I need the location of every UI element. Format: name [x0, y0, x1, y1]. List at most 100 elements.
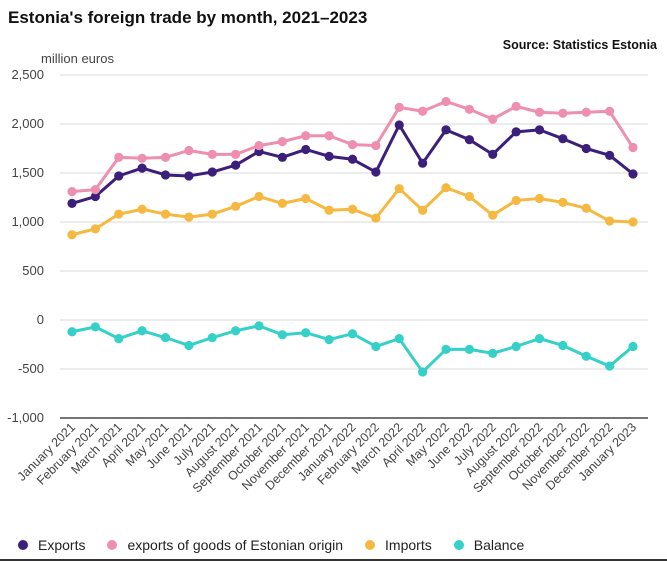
series-points: [67, 96, 638, 377]
data-point: [464, 191, 474, 202]
data-point: [371, 213, 381, 223]
data-point: [137, 204, 147, 214]
data-point: [184, 171, 194, 181]
data-point: [347, 329, 358, 339]
data-point: [441, 96, 451, 107]
data-point: [511, 195, 521, 206]
data-point: [534, 334, 545, 344]
data-point: [184, 340, 194, 351]
data-point: [581, 351, 591, 361]
data-point: [418, 106, 428, 116]
data-point: [231, 201, 241, 211]
data-point: [67, 327, 77, 337]
legend-marker: [453, 540, 464, 550]
data-point: [581, 203, 591, 213]
data-point: [137, 153, 147, 163]
data-point: [231, 160, 241, 170]
data-point: [160, 209, 171, 219]
data-point: [534, 107, 545, 117]
data-point: [488, 114, 498, 124]
data-point: [464, 344, 474, 354]
y-axis-label: million euros: [41, 51, 114, 66]
data-point: [441, 183, 451, 193]
data-point: [114, 209, 124, 219]
data-point: [581, 143, 591, 154]
data-point: [628, 341, 638, 352]
data-point: [371, 341, 381, 352]
data-point: [394, 120, 404, 130]
data-point: [558, 197, 568, 207]
series-line: [70, 123, 635, 205]
data-point: [534, 193, 545, 204]
source-note: Source: Statistics Estonia: [502, 38, 657, 52]
data-point: [628, 142, 638, 153]
data-point: [277, 137, 287, 147]
data-point: [347, 154, 358, 164]
y-tick-label: 0: [37, 312, 44, 327]
y-tick-labels: -1,000 -500 0 500 1,000 1,500 2,000 2,500: [7, 67, 44, 425]
legend-item: Imports: [365, 537, 432, 553]
data-point: [464, 135, 474, 145]
data-point: [394, 184, 404, 194]
data-point: [558, 134, 568, 144]
data-point: [418, 158, 428, 168]
line-chart: million euros -1,000 -500 0 500 1,000 1,500 2,…: [7, 51, 648, 495]
data-point: [347, 139, 358, 150]
y-tick-label: 2,000: [11, 116, 44, 131]
data-point: [67, 198, 77, 208]
data-point: [605, 216, 615, 226]
data-point: [301, 131, 311, 141]
data-point: [301, 328, 311, 338]
data-point: [160, 170, 171, 180]
y-tick-label: 2,500: [11, 67, 44, 82]
y-tick-label: -500: [18, 361, 44, 376]
bottom-divider: [0, 559, 667, 561]
y-tick-label: -1,000: [7, 410, 44, 425]
data-point: [441, 344, 451, 354]
data-point: [394, 334, 404, 344]
y-tick-label: 1,500: [11, 165, 44, 180]
data-point: [581, 107, 591, 117]
legend-marker: [107, 540, 118, 550]
data-point: [511, 341, 521, 352]
data-point: [67, 187, 77, 197]
legend-item: Balance: [453, 537, 524, 553]
data-point: [184, 145, 194, 156]
legend-label: exports of goods of Estonian origin: [127, 537, 344, 553]
data-point: [324, 335, 334, 345]
data-point: [114, 334, 124, 344]
data-point: [231, 326, 241, 336]
data-point: [441, 125, 451, 135]
data-point: [464, 104, 474, 114]
legend-marker: [365, 540, 376, 550]
data-point: [605, 150, 615, 160]
data-point: [324, 131, 334, 141]
y-tick-label: 500: [22, 263, 44, 278]
data-point: [207, 149, 217, 159]
legend-item: exports of goods of Estonian origin: [107, 537, 343, 553]
data-point: [160, 333, 171, 343]
data-point: [90, 224, 100, 234]
data-point: [511, 101, 521, 111]
data-point: [277, 330, 287, 340]
data-point: [137, 163, 147, 173]
data-point: [254, 140, 264, 151]
data-point: [558, 340, 568, 351]
legend-label: Imports: [385, 537, 432, 553]
data-point: [90, 185, 100, 195]
data-point: [277, 152, 287, 162]
data-point: [558, 108, 568, 118]
data-point: [534, 125, 545, 135]
data-point: [90, 191, 100, 202]
data-point: [254, 321, 264, 331]
chart-title: Estonia's foreign trade by month, 2021–2…: [8, 8, 368, 27]
legend-label: Exports: [38, 537, 86, 553]
grid-lines: [60, 74, 648, 419]
data-point: [418, 367, 428, 377]
data-point: [67, 230, 77, 240]
data-point: [394, 102, 404, 112]
data-point: [324, 151, 334, 161]
data-point: [254, 191, 264, 202]
data-point: [160, 152, 171, 162]
